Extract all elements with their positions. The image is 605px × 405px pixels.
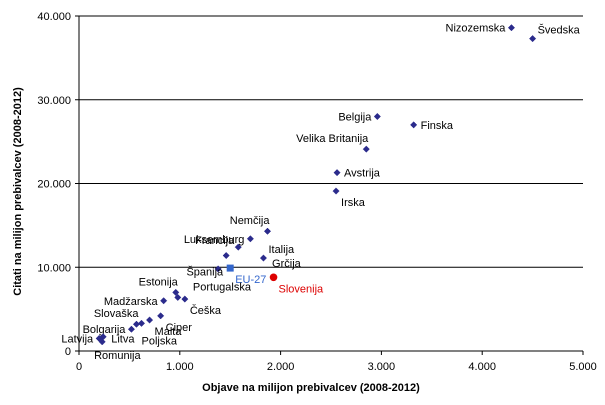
data-point: [373, 112, 381, 121]
y-tick-label: 10.000: [37, 262, 71, 274]
point-label: Španija: [186, 266, 224, 279]
data-point: [181, 295, 189, 303]
point-label: Portugalska: [193, 282, 252, 294]
point-label: Italija: [268, 244, 295, 256]
data-point: [157, 312, 165, 320]
data-point: [259, 254, 268, 262]
x-axis-title: Objave na milijon prebivalcev (2008-2012…: [202, 382, 420, 394]
point-label: Bolgarija: [83, 324, 127, 336]
data-point: [146, 316, 154, 324]
point-label: Češka: [190, 304, 222, 317]
data-point: [332, 187, 340, 195]
point-label: Grčija: [272, 258, 302, 270]
point-label: Irska: [341, 197, 366, 209]
data-point: [160, 297, 168, 305]
point-label: Nemčija: [230, 215, 271, 227]
x-tick-label: 3.000: [368, 361, 396, 373]
x-tick-label: 0: [76, 361, 82, 373]
point-label: Nizozemska: [446, 23, 507, 35]
data-point: [507, 24, 515, 32]
point-label: Francija: [195, 235, 235, 247]
point-label: Latvija: [61, 333, 94, 345]
data-point: [137, 319, 146, 327]
point-label: EU-27: [235, 274, 266, 286]
point-label: Madžarska: [104, 296, 159, 308]
y-tick-label: 20.000: [37, 179, 71, 191]
point-label: Avstrija: [344, 168, 381, 180]
data-point: [98, 338, 106, 346]
point-label: Luksemburg: [184, 234, 245, 246]
data-point: [529, 35, 537, 43]
point-label: Slovenija: [279, 283, 325, 295]
point-label: Romunija: [94, 350, 141, 362]
x-tick-label: 2.000: [267, 361, 295, 373]
data-point: [263, 227, 272, 235]
data-point: [246, 235, 254, 243]
point-label: Finska: [421, 120, 454, 132]
data-point: [214, 265, 222, 273]
data-point-eu: [226, 264, 234, 272]
y-axis-title: Citati na milijon prebivalcev (2008-2012…: [12, 87, 24, 296]
data-point: [222, 251, 230, 260]
point-label: Velika Britanija: [296, 133, 369, 145]
data-point-slovenia: [269, 273, 278, 282]
data-point: [362, 145, 370, 153]
data-point: [132, 320, 141, 328]
data-point: [127, 325, 135, 333]
point-label: Belgija: [338, 112, 372, 124]
data-point: [333, 169, 341, 177]
data-point: [410, 121, 418, 129]
x-tick-label: 4.000: [468, 361, 496, 373]
y-tick-label: 40.000: [37, 11, 71, 23]
y-tick-label: 0: [65, 346, 71, 358]
data-point: [234, 243, 242, 251]
x-tick-label: 5.000: [569, 361, 597, 373]
point-label: Slovaška: [94, 308, 140, 320]
point-label: Estonija: [139, 276, 179, 288]
point-label: Poljska: [141, 335, 177, 347]
data-point: [172, 288, 180, 296]
point-label: Malta: [155, 326, 183, 338]
y-tick-label: 30.000: [37, 95, 71, 107]
point-label: Švedska: [538, 24, 581, 37]
point-label: Ciper: [166, 322, 193, 334]
data-point: [174, 293, 182, 301]
point-label: Litva: [111, 334, 135, 346]
x-tick-label: 1.000: [166, 361, 194, 373]
